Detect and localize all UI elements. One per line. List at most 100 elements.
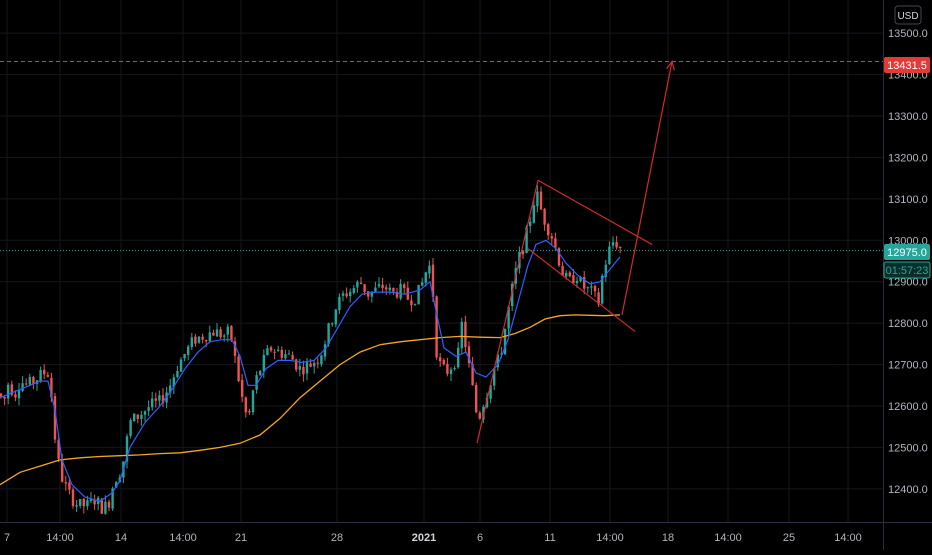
candle-body <box>147 407 150 411</box>
candle-body <box>233 341 237 356</box>
candle-body <box>143 411 147 415</box>
candle-body <box>284 354 287 359</box>
candle-body <box>579 277 582 282</box>
y-tick-label: 12800.0 <box>888 318 928 330</box>
projection-arrow-head <box>666 60 675 71</box>
candle-body <box>104 501 107 514</box>
fast-moving-average-line <box>0 239 621 502</box>
candle-body <box>521 250 525 255</box>
candle-body <box>395 291 399 298</box>
candle-body <box>453 367 456 369</box>
candle-body <box>287 353 291 355</box>
y-tick-label: 13500.0 <box>888 28 928 40</box>
candle-body <box>561 265 564 276</box>
candle-body <box>449 369 453 375</box>
candle-body <box>349 291 352 297</box>
candle-body <box>500 353 503 355</box>
candle-body <box>475 385 478 413</box>
candle-body <box>32 376 35 384</box>
candle-body <box>14 394 17 398</box>
candle-body <box>403 284 406 289</box>
candle-body <box>496 354 499 368</box>
y-tick-label: 13200.0 <box>888 152 928 164</box>
candle-body <box>590 286 593 288</box>
candle-body <box>208 332 211 342</box>
candle-body <box>273 351 276 353</box>
candle-body <box>338 296 341 311</box>
candle-body <box>3 396 6 399</box>
candle-body <box>179 359 183 372</box>
drawing-layer[interactable] <box>0 60 883 444</box>
candle-body <box>151 398 154 408</box>
candle-body <box>295 359 298 370</box>
candle-body <box>359 282 363 284</box>
candle-body <box>305 362 309 374</box>
candle-body <box>219 329 222 338</box>
candle-body <box>7 384 10 399</box>
candle-body <box>608 246 611 265</box>
candle-body <box>604 264 607 277</box>
candle-body <box>205 340 208 342</box>
candle-body <box>413 303 417 305</box>
candle-body <box>129 420 132 436</box>
candle-body <box>507 306 510 329</box>
candle-body <box>158 395 161 401</box>
countdown-badge <box>883 261 931 279</box>
candle-body <box>244 397 247 413</box>
x-tick-label: 11 <box>544 532 555 544</box>
candle-body <box>57 439 60 459</box>
candle-body <box>367 291 370 297</box>
candle-body <box>107 501 111 508</box>
candle-body <box>226 326 229 335</box>
candle-body <box>237 356 240 382</box>
currency-button-label: USD <box>897 11 918 22</box>
candle-body <box>327 323 330 345</box>
candle-body <box>248 411 251 413</box>
candle-body <box>511 283 514 307</box>
candle-body <box>323 344 327 357</box>
candle-body <box>356 281 359 288</box>
candle-body <box>331 323 334 325</box>
candle-body <box>176 370 179 377</box>
candle-body <box>399 283 402 299</box>
y-tick-label: 12500.0 <box>888 442 928 454</box>
candle-body <box>190 337 193 347</box>
candle-body <box>269 347 273 351</box>
candle-body <box>50 377 53 398</box>
candle-body <box>575 280 579 284</box>
candle-body <box>493 368 496 386</box>
y-tick-label: 13100.0 <box>888 194 928 206</box>
candle-body <box>611 242 615 246</box>
candle-body <box>363 284 366 292</box>
candle-body <box>100 498 103 514</box>
candle-body <box>251 390 255 413</box>
x-tick-label: 14:00 <box>834 532 862 544</box>
candle-body <box>525 226 528 253</box>
candle-body <box>334 309 337 325</box>
currency-button[interactable] <box>894 5 922 25</box>
candle-body <box>215 329 219 337</box>
candle-body <box>547 224 550 236</box>
candle-body <box>53 396 57 440</box>
candle-body <box>320 355 323 365</box>
indicator-layer <box>0 239 621 502</box>
candle-body <box>43 369 46 375</box>
candle-body <box>0 393 3 397</box>
target-price-label: 13431.5 <box>887 60 927 72</box>
candle-body <box>543 208 546 225</box>
x-tick-label: 25 <box>783 532 795 544</box>
candle-body <box>161 395 165 403</box>
candle-body <box>471 364 474 385</box>
x-tick-label: 18 <box>662 532 674 544</box>
x-tick-label: 28 <box>331 532 343 544</box>
x-tick-label: 14:00 <box>596 532 624 544</box>
candle-body <box>529 221 532 227</box>
candle-body <box>194 336 197 344</box>
candle-body <box>374 287 377 292</box>
candle-body <box>71 489 75 506</box>
x-tick-label: 7 <box>4 532 10 544</box>
x-tick-label: 14 <box>115 532 127 544</box>
